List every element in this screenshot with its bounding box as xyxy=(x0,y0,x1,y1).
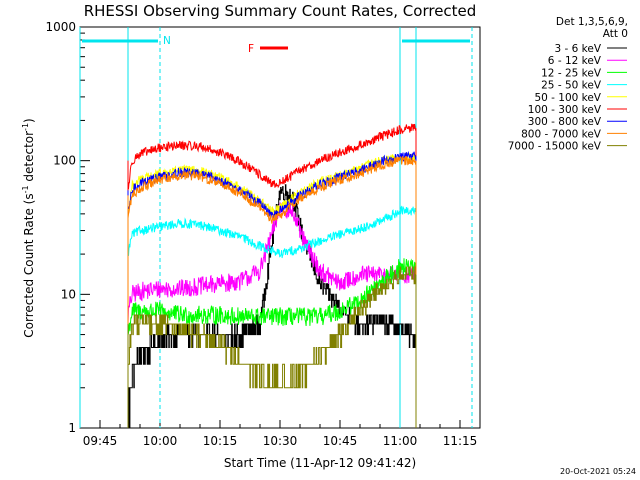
legend-label: 7000 - 15000 keV xyxy=(508,141,602,153)
y-axis-label: Corrected Count Rate (s-1 detector-1) xyxy=(21,118,36,337)
x-axis: 09:45 10:00 10:15 10:30 10:45 11:00 11:15 xyxy=(79,420,481,448)
series-line-5 xyxy=(127,123,416,190)
x-tick-label: 10:15 xyxy=(203,434,238,448)
x-axis-label: Start Time (11-Apr-12 09:41:42) xyxy=(224,456,416,470)
legend-label: 3 - 6 keV xyxy=(554,43,601,55)
x-tick-label: 11:00 xyxy=(383,434,418,448)
legend-label: 25 - 50 keV xyxy=(541,80,602,92)
footer-date: 20-Oct-2021 05:24 xyxy=(560,467,636,476)
legend-header-line1: Det 1,3,5,6,9, xyxy=(556,16,628,28)
series-line-3 xyxy=(127,205,416,259)
series-lines xyxy=(127,123,417,428)
chart-title: RHESSI Observing Summary Count Rates, Co… xyxy=(84,2,477,20)
series-line-8 xyxy=(128,266,416,389)
series-line-1 xyxy=(127,201,416,323)
x-tick-label: 10:30 xyxy=(263,434,298,448)
y-tick-label: 1000 xyxy=(45,20,76,34)
legend-label: 800 - 7000 keV xyxy=(521,128,602,140)
legend-label: 6 - 12 keV xyxy=(548,55,602,67)
flare-label: F xyxy=(248,43,254,55)
series-line-7 xyxy=(127,155,416,224)
series-line-6 xyxy=(127,151,416,220)
legend-label: 100 - 300 keV xyxy=(528,104,602,116)
y-axis: 1 10 100 1000 xyxy=(45,20,90,435)
night-label: N xyxy=(163,35,171,47)
legend-label: 300 - 800 keV xyxy=(528,116,602,128)
x-tick-label: 11:15 xyxy=(443,434,478,448)
legend-label: 12 - 25 keV xyxy=(541,67,602,79)
y-tick-label: 1 xyxy=(68,421,76,435)
x-tick-label: 10:45 xyxy=(323,434,358,448)
legend-header-line2: Att 0 xyxy=(603,28,628,40)
legend-label: 50 - 100 keV xyxy=(534,92,601,104)
x-tick-label: 10:00 xyxy=(143,434,178,448)
y-tick-label: 100 xyxy=(53,154,76,168)
x-tick-label: 09:45 xyxy=(83,434,118,448)
y-tick-label: 10 xyxy=(61,287,76,301)
